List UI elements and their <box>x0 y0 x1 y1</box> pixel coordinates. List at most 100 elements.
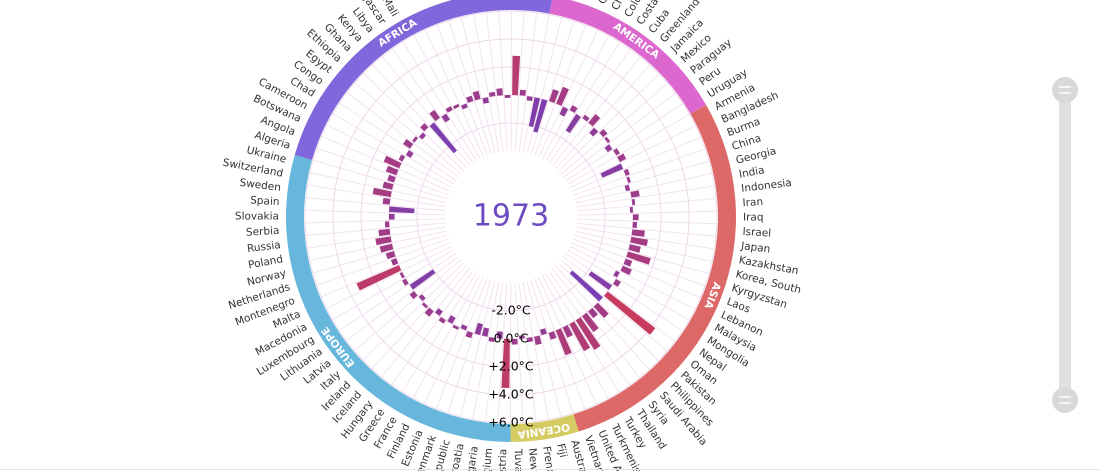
radial-grid-line <box>538 276 598 405</box>
bar <box>548 331 557 340</box>
bar <box>420 123 429 132</box>
radial-grid-line <box>316 238 449 286</box>
bar <box>593 302 609 319</box>
bar <box>613 148 620 156</box>
bar <box>461 103 468 110</box>
bar <box>604 291 656 335</box>
grid-circle <box>332 38 690 396</box>
y-tick-label: +6.0°C <box>488 415 534 430</box>
radial-grid-line <box>555 64 651 169</box>
bar <box>599 129 608 138</box>
bar <box>600 163 624 178</box>
radial-grid-line <box>460 16 496 154</box>
bar <box>632 221 638 228</box>
radial-grid-line <box>307 226 446 249</box>
radial-grid-line <box>541 35 610 160</box>
bar <box>562 325 573 338</box>
radial-grid-line <box>307 184 446 208</box>
radial-grid-line <box>381 55 471 166</box>
bar <box>556 86 569 106</box>
bar <box>378 228 391 237</box>
radial-grid-line <box>459 280 496 417</box>
radial-grid-line <box>569 246 696 310</box>
radial-grid-line <box>563 92 676 178</box>
radial-grid-line <box>534 278 586 410</box>
bar <box>419 132 426 140</box>
radial-grid-line <box>362 262 464 361</box>
bar <box>623 258 633 267</box>
bar <box>465 330 473 339</box>
bar <box>533 98 548 133</box>
bar <box>626 251 651 265</box>
grid-circle <box>416 122 606 312</box>
radial-grid-line <box>305 197 446 212</box>
grid-circle <box>360 66 662 368</box>
bar <box>460 324 468 331</box>
bar <box>511 338 518 345</box>
radial-grid-line <box>526 17 563 154</box>
bar <box>387 174 396 183</box>
bar <box>372 187 392 198</box>
radial-grid-line <box>571 242 701 299</box>
radial-grid-line <box>326 245 453 309</box>
region-segment <box>549 0 707 114</box>
slider-grip-end[interactable] <box>1052 387 1078 413</box>
radial-grid-line <box>497 282 508 423</box>
radial-grid-line <box>548 270 631 386</box>
bars <box>356 55 656 388</box>
bar <box>424 307 434 317</box>
bar <box>384 221 390 228</box>
bar <box>382 181 394 190</box>
bar <box>555 328 572 356</box>
radial-grid-line <box>557 262 659 362</box>
country-label: Belgium <box>479 447 495 471</box>
bar <box>613 270 620 278</box>
radial-grid-line <box>530 20 575 155</box>
bar <box>445 106 453 113</box>
bar <box>539 328 547 336</box>
bar <box>534 335 542 346</box>
radial-grid-line <box>312 159 448 200</box>
radial-grid-line <box>448 20 492 155</box>
region-segment <box>510 414 579 442</box>
radial-grid-line <box>576 218 717 225</box>
bar <box>559 106 569 117</box>
bar <box>389 206 415 214</box>
bar <box>438 316 446 324</box>
radial-grid-line <box>571 136 702 192</box>
radial-grid-line <box>514 282 524 423</box>
slider-grip-start[interactable] <box>1052 77 1078 103</box>
bar <box>582 114 590 122</box>
bar <box>604 136 611 143</box>
bar <box>569 270 603 302</box>
radial-grid-line <box>321 135 451 192</box>
radial-grid-line <box>545 272 620 393</box>
radial-grid-line <box>552 56 641 166</box>
bar <box>482 97 490 104</box>
slider-track[interactable] <box>1059 90 1071 400</box>
bar <box>629 206 633 213</box>
bar <box>375 236 392 246</box>
bar <box>379 243 394 253</box>
bar <box>466 95 474 103</box>
country-label: Japan <box>739 240 771 256</box>
radial-grid-line <box>338 252 457 331</box>
radial-grid-line <box>363 72 465 172</box>
bar <box>587 307 598 319</box>
radial-grid-line <box>576 222 717 237</box>
bar <box>429 109 440 122</box>
country-label: Austria <box>496 449 509 471</box>
radial-grid-line <box>332 113 455 185</box>
bar <box>626 176 631 183</box>
country-label: Iran <box>742 196 763 209</box>
bar <box>613 278 621 287</box>
radial-grid-line <box>575 172 713 204</box>
radial-grid-line <box>391 270 474 386</box>
bar <box>496 88 503 96</box>
bar <box>356 265 402 291</box>
radial-grid-line <box>316 147 449 196</box>
y-tick-label: -2.0°C <box>491 303 531 318</box>
bar <box>588 271 613 291</box>
range-slider[interactable] <box>1052 77 1078 413</box>
